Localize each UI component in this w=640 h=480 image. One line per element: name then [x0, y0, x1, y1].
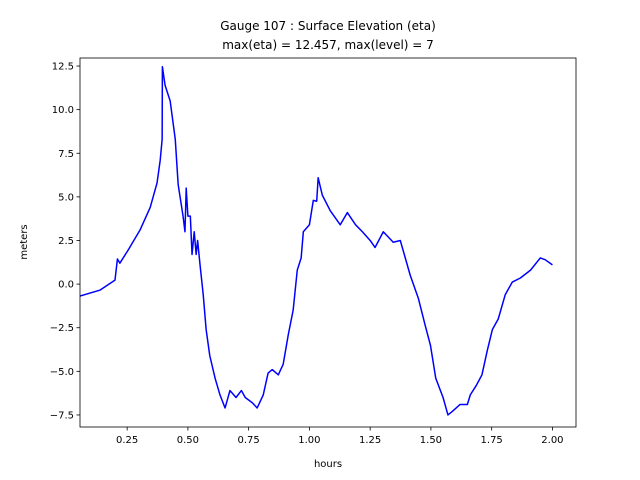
y-axis-label: meters	[19, 224, 30, 259]
y-tick-label: −5.0	[50, 367, 74, 378]
plot-frame	[79, 57, 577, 428]
y-tick-label: 2.5	[58, 236, 74, 247]
y-tick-label: 7.5	[58, 149, 74, 160]
data-line	[80, 66, 553, 416]
x-tick-label: 0.25	[116, 435, 138, 446]
chart-subtitle: max(eta) = 12.457, max(level) = 7	[222, 38, 434, 52]
y-tick-label: 10.0	[52, 105, 74, 116]
x-tick-label: 2.00	[541, 435, 563, 446]
x-tick-label: 1.00	[298, 435, 320, 446]
x-tick-label: 1.75	[481, 435, 503, 446]
x-tick-label: 0.50	[177, 435, 199, 446]
x-axis-label: hours	[314, 459, 342, 470]
chart-title: Gauge 107 : Surface Elevation (eta)	[220, 19, 436, 33]
y-tick-label: −7.5	[50, 410, 74, 421]
x-tick-label: 1.50	[420, 435, 442, 446]
y-tick-label: 12.5	[52, 62, 74, 73]
y-tick-label: 0.0	[58, 280, 74, 291]
x-tick-label: 0.75	[238, 435, 260, 446]
x-tick-label: 1.25	[359, 435, 381, 446]
y-tick-label: −2.5	[50, 323, 74, 334]
y-tick-label: 5.0	[58, 192, 74, 203]
